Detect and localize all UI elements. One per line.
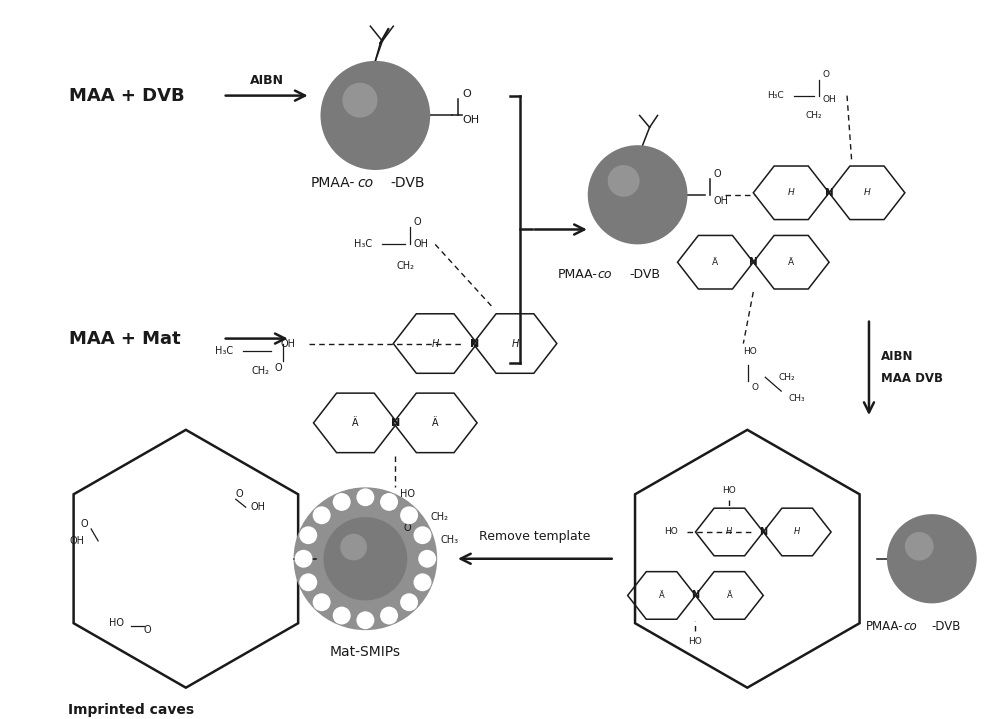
Text: HO: HO — [743, 347, 757, 356]
Text: Ä: Ä — [788, 257, 794, 267]
Text: N: N — [391, 418, 400, 428]
Text: co: co — [904, 620, 918, 633]
Text: O: O — [822, 70, 829, 79]
Text: -DVB: -DVB — [932, 620, 961, 633]
Text: CH₂: CH₂ — [806, 111, 822, 120]
Text: -DVB: -DVB — [390, 176, 425, 190]
Circle shape — [608, 165, 640, 197]
Circle shape — [323, 517, 407, 600]
Text: OH: OH — [462, 116, 479, 125]
Circle shape — [333, 493, 351, 511]
Text: H: H — [726, 528, 732, 536]
Text: N: N — [825, 188, 833, 198]
Circle shape — [414, 573, 431, 591]
Text: H₃C: H₃C — [354, 239, 372, 249]
Text: Ä: Ä — [659, 591, 664, 600]
Text: co: co — [357, 176, 374, 190]
Text: OH: OH — [822, 95, 836, 104]
Circle shape — [295, 550, 313, 568]
Circle shape — [313, 593, 331, 611]
Circle shape — [380, 493, 398, 511]
Text: Ä: Ä — [712, 257, 718, 267]
Text: co: co — [598, 267, 612, 280]
Text: O: O — [413, 216, 421, 226]
Text: -DVB: -DVB — [630, 267, 661, 280]
Circle shape — [320, 61, 430, 170]
Text: O: O — [462, 88, 471, 99]
Circle shape — [418, 550, 436, 568]
Text: N: N — [470, 339, 480, 349]
Text: CH₂: CH₂ — [396, 261, 414, 271]
Text: H: H — [794, 528, 800, 536]
Text: PMAA-: PMAA- — [311, 176, 355, 190]
Text: OH: OH — [281, 339, 296, 349]
Text: CH₂: CH₂ — [430, 512, 448, 522]
Circle shape — [905, 532, 934, 561]
Text: PMAA-: PMAA- — [866, 620, 904, 633]
Text: HO: HO — [689, 636, 702, 646]
Text: MAA + DVB: MAA + DVB — [69, 86, 185, 104]
Circle shape — [400, 593, 418, 611]
Text: O: O — [751, 383, 758, 392]
Text: PMAA-: PMAA- — [558, 267, 598, 280]
Text: OH: OH — [251, 502, 266, 512]
Circle shape — [299, 573, 317, 591]
Circle shape — [356, 488, 374, 506]
Text: HO: HO — [664, 528, 678, 536]
Circle shape — [588, 145, 687, 244]
Text: Ä: Ä — [432, 418, 438, 428]
Circle shape — [340, 533, 367, 560]
Text: OH: OH — [69, 536, 84, 546]
Text: O: O — [236, 490, 243, 499]
Text: OH: OH — [413, 239, 428, 249]
Text: CH₂: CH₂ — [252, 366, 270, 376]
Circle shape — [299, 526, 317, 544]
Text: O: O — [275, 363, 282, 373]
Text: H: H — [431, 339, 439, 349]
Text: MAA DVB: MAA DVB — [881, 372, 943, 385]
Text: H: H — [511, 339, 519, 349]
Text: HO: HO — [109, 618, 124, 628]
Text: N: N — [749, 257, 758, 267]
Circle shape — [356, 611, 374, 629]
Text: O: O — [144, 625, 152, 635]
Text: MAA + Mat: MAA + Mat — [69, 329, 181, 347]
Circle shape — [887, 514, 977, 603]
Text: O: O — [81, 519, 88, 529]
Text: Mat-SMIPs: Mat-SMIPs — [330, 645, 401, 659]
Text: Ä: Ä — [352, 418, 359, 428]
Text: CH₃: CH₃ — [788, 393, 805, 403]
Text: HO: HO — [722, 486, 736, 495]
Circle shape — [342, 83, 378, 118]
Text: OH: OH — [713, 196, 728, 206]
Circle shape — [380, 607, 398, 625]
Text: AIBN: AIBN — [881, 350, 913, 363]
Circle shape — [313, 506, 331, 524]
Text: CH₂: CH₂ — [778, 372, 795, 382]
Text: H₃C: H₃C — [768, 91, 784, 100]
Text: HO: HO — [400, 490, 415, 499]
Text: O: O — [713, 169, 721, 179]
Text: Imprinted caves: Imprinted caves — [68, 702, 194, 717]
Circle shape — [294, 487, 437, 630]
Text: CH₃: CH₃ — [440, 535, 458, 545]
Circle shape — [400, 506, 418, 524]
Circle shape — [414, 526, 431, 544]
Text: H: H — [864, 188, 870, 197]
Text: Ä: Ä — [726, 591, 732, 600]
Text: N: N — [759, 527, 767, 537]
Text: H₃C: H₃C — [215, 347, 233, 357]
Text: H: H — [788, 188, 795, 197]
Text: N: N — [691, 590, 700, 600]
Text: O: O — [403, 523, 411, 533]
Text: Remove template: Remove template — [479, 531, 591, 544]
Text: AIBN: AIBN — [250, 74, 284, 87]
Circle shape — [333, 607, 351, 625]
